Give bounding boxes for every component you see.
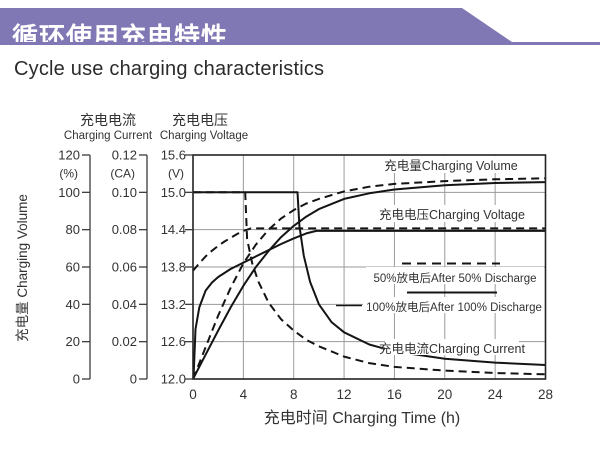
data-series <box>192 177 546 380</box>
series-charging-current-after-50-discharge <box>193 191 546 376</box>
voltage-tick-label: 13.8 <box>161 260 186 275</box>
volume-tick-label: 40 <box>66 297 80 312</box>
current-label: 充电电流Charging Current <box>379 341 525 356</box>
current-tick-label: 0.02 <box>112 334 137 349</box>
section-header-banner: 循环使用充电特性 <box>0 8 512 42</box>
section-title-cn: 循环使用充电特性 <box>12 22 229 52</box>
current-tick-label: 0.04 <box>112 297 137 312</box>
axis-scales: 120100806040200(%)0.120.100.080.060.040.… <box>58 148 553 403</box>
series-charging-voltage-after-50-discharge <box>192 227 546 272</box>
current-label-bg <box>385 339 519 355</box>
x-axis-label: 充电时间 Charging Time (h) <box>264 409 461 427</box>
volume-tick-label: 80 <box>66 222 80 237</box>
voltage-unit-label: (V) <box>168 167 184 181</box>
volume-tick-label: 20 <box>66 334 80 349</box>
x-tick-label: 0 <box>189 387 197 402</box>
current-tick-label: 0.12 <box>112 148 137 163</box>
x-tick-label: 28 <box>538 387 553 402</box>
voltage-tick-label: 15.0 <box>161 185 186 200</box>
chart-title: Cycle use charging characteristics <box>14 58 325 80</box>
series-charging-current-after-100-discharge <box>193 191 546 366</box>
x-tick-label: 8 <box>290 387 298 402</box>
current-axis-title-en: Charging Current <box>64 130 153 142</box>
x-tick-label: 4 <box>240 387 248 402</box>
inner-labels: 充电量Charging Volume 充电电压Charging Voltage 50… <box>336 156 545 356</box>
volume-axis-label: 充电量 Charging Volume <box>15 194 30 342</box>
volume-label-bg <box>388 156 514 173</box>
legend-50-bg <box>366 267 544 284</box>
x-tick-label: 20 <box>437 387 452 402</box>
voltage-tick-label: 12.0 <box>161 372 186 387</box>
x-tick-label: 12 <box>337 387 352 402</box>
current-tick-label: 0.06 <box>112 260 137 275</box>
section-header-rule <box>0 42 600 45</box>
volume-tick-label: 60 <box>66 260 80 275</box>
legend-50: 50%放电后After 50% Discharge <box>374 271 537 285</box>
legend-100: 100%放电后After 100% Discharge <box>366 300 542 314</box>
current-tick-label: 0 <box>130 372 137 387</box>
voltage-tick-label: 13.2 <box>161 297 186 312</box>
voltage-tick-label: 14.4 <box>161 222 186 237</box>
voltage-label-bg <box>382 205 522 222</box>
series-charging-volume-after-50-discharge <box>192 177 546 380</box>
current-unit-label: (CA) <box>110 167 135 181</box>
voltage-axis-title-cn: 充电电压 <box>172 112 228 128</box>
current-tick-label: 0.08 <box>112 222 137 237</box>
x-tick-label: 24 <box>488 387 504 402</box>
volume-label: 充电量Charging Volume <box>384 158 517 173</box>
x-tick-label: 16 <box>387 387 402 402</box>
series-charging-volume-after-100-discharge <box>192 181 546 380</box>
volume-unit-label: (%) <box>59 167 78 181</box>
voltage-axis-title-en: Charging Voltage <box>160 130 248 142</box>
voltage-label: 充电电压Charging Voltage <box>379 207 525 222</box>
voltage-tick-label: 15.6 <box>161 148 186 163</box>
volume-tick-label: 0 <box>73 372 80 387</box>
current-axis-title-cn: 充电电流 <box>80 112 136 128</box>
volume-tick-label: 100 <box>58 185 80 200</box>
volume-tick-label: 120 <box>58 148 80 163</box>
voltage-tick-label: 12.6 <box>161 334 186 349</box>
series-charging-voltage-after-100-discharge <box>192 229 546 376</box>
legend-100-bg <box>363 297 545 313</box>
current-tick-label: 0.10 <box>112 185 137 200</box>
